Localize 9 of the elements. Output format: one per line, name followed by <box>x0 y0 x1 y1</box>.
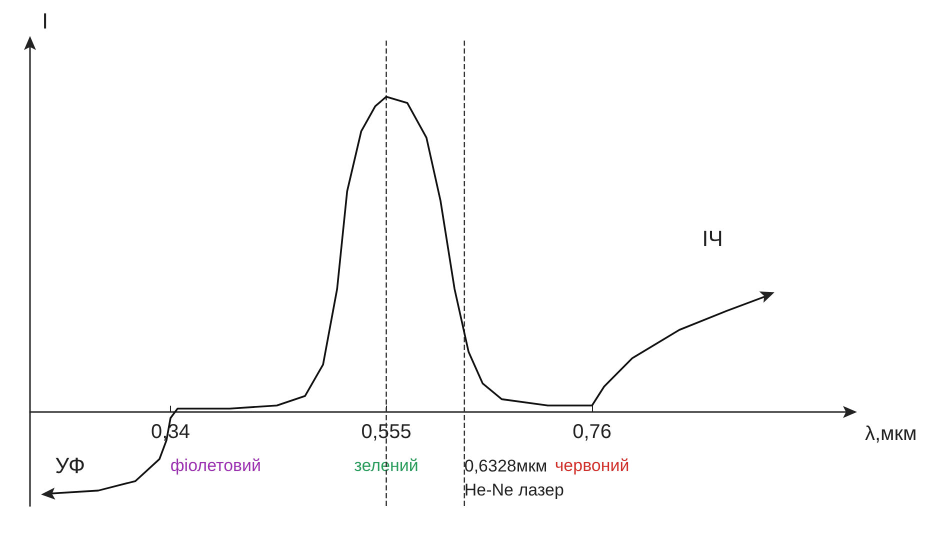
annotation: зелений <box>354 456 418 475</box>
annotation: ІЧ <box>702 226 723 251</box>
annotation: УФ <box>55 452 86 478</box>
x-tick-label: 0,555 <box>361 420 412 443</box>
x-axis-title: λ,мкм <box>865 422 917 445</box>
annotation: фіолетовий <box>170 456 262 475</box>
x-tick-label: 0,76 <box>572 420 612 443</box>
annotation: червоний <box>554 456 630 475</box>
y-axis-title: I <box>42 8 48 34</box>
